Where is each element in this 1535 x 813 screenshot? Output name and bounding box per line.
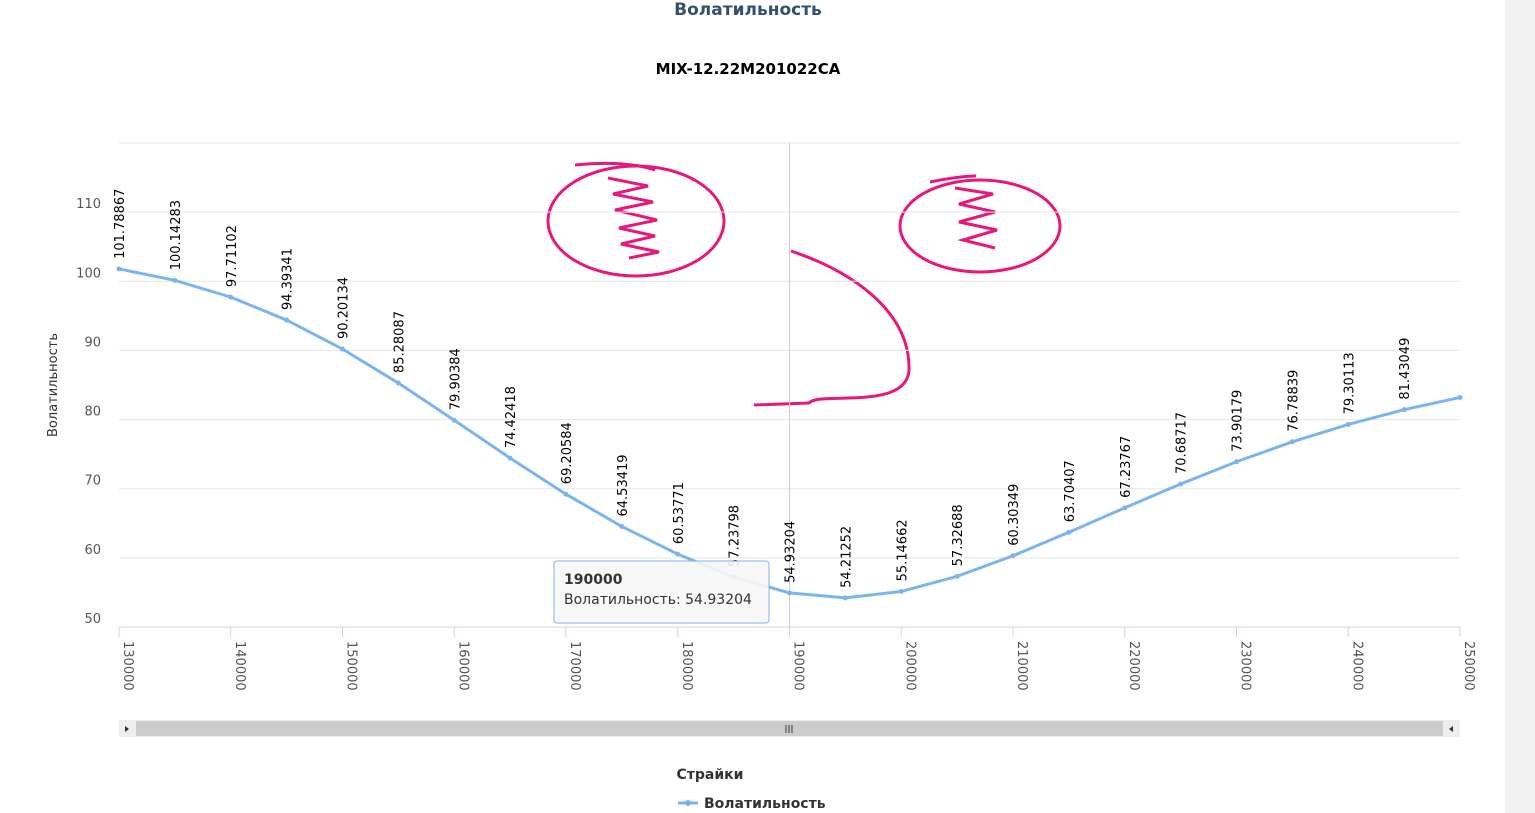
x-tick-label: 190000 bbox=[791, 641, 806, 691]
data-label: 100.14283 bbox=[169, 200, 184, 270]
data-label: 97.71102 bbox=[225, 225, 240, 287]
data-label: 90.20134 bbox=[337, 277, 352, 339]
point bbox=[954, 573, 960, 579]
data-label: 54.21252 bbox=[839, 526, 854, 588]
data-label: 67.23767 bbox=[1119, 436, 1134, 498]
x-tick-label: 160000 bbox=[455, 641, 470, 691]
data-label: 101.78867 bbox=[113, 189, 128, 259]
data-label: 60.53771 bbox=[672, 482, 687, 544]
y-tick-label: 70 bbox=[84, 474, 101, 489]
point bbox=[172, 277, 178, 283]
point bbox=[228, 294, 234, 300]
point bbox=[619, 524, 625, 530]
y-tick-label: 110 bbox=[76, 197, 101, 212]
data-label: 81.43049 bbox=[1398, 338, 1413, 400]
scrollbar[interactable] bbox=[119, 720, 1460, 737]
x-tick-label: 130000 bbox=[120, 641, 135, 691]
chart-subtitle: MIX-12.22M201022CA bbox=[656, 60, 841, 78]
data-label: 69.20584 bbox=[560, 422, 575, 484]
x-tick-label: 150000 bbox=[344, 641, 359, 691]
scribbles bbox=[546, 161, 1062, 407]
data-label: 76.78839 bbox=[1286, 370, 1301, 432]
point bbox=[507, 455, 513, 461]
legend[interactable]: Волатильность bbox=[678, 796, 826, 812]
data-label: 63.70407 bbox=[1063, 460, 1078, 522]
y-tick-label: 50 bbox=[84, 612, 101, 627]
x-tick-label: 140000 bbox=[232, 641, 247, 691]
y-tick-label: 60 bbox=[84, 543, 101, 558]
point bbox=[116, 266, 122, 272]
legend-label: Волатильность bbox=[704, 796, 826, 812]
y-tick-label: 80 bbox=[84, 405, 101, 420]
x-tick-label: 250000 bbox=[1461, 641, 1476, 691]
data-label: 94.39341 bbox=[281, 248, 296, 310]
point bbox=[1401, 407, 1407, 413]
data-label: 57.23798 bbox=[728, 505, 743, 567]
point bbox=[842, 595, 848, 601]
data-label: 70.68717 bbox=[1175, 412, 1190, 474]
tooltip-text: Волатильность: 54.93204 bbox=[564, 592, 752, 608]
scroll-grip bbox=[785, 725, 793, 733]
x-tick-label: 230000 bbox=[1238, 641, 1253, 691]
point bbox=[675, 551, 681, 557]
point bbox=[1066, 529, 1072, 535]
data-label: 79.90384 bbox=[448, 348, 463, 410]
data-label: 79.30113 bbox=[1342, 352, 1357, 414]
point bbox=[1345, 421, 1351, 427]
y-tick-label: 100 bbox=[76, 266, 101, 281]
data-label: 85.28087 bbox=[392, 311, 407, 373]
data-label: 55.14662 bbox=[895, 519, 910, 581]
x-axis-title: Страйки bbox=[677, 767, 744, 783]
point bbox=[451, 417, 457, 423]
y-tick-label: 90 bbox=[84, 335, 101, 350]
point bbox=[395, 380, 401, 386]
tooltip-box bbox=[553, 560, 770, 624]
tooltip-title: 190000 bbox=[564, 572, 623, 588]
data-label: 54.93204 bbox=[784, 521, 799, 583]
x-tick-label: 210000 bbox=[1014, 641, 1029, 691]
x-tick-label: 240000 bbox=[1349, 641, 1364, 691]
point bbox=[1457, 394, 1463, 400]
y-axis-title: Волатильность bbox=[46, 333, 61, 437]
legend-dot bbox=[685, 800, 691, 806]
x-tick-label: 220000 bbox=[1126, 641, 1141, 691]
point bbox=[787, 590, 792, 596]
tooltip: 190000 Волатильность: 54.93204 bbox=[553, 560, 770, 624]
x-tick-label: 170000 bbox=[567, 641, 582, 691]
data-label: 60.30349 bbox=[1007, 484, 1022, 546]
point bbox=[1122, 505, 1128, 511]
x-tick-label: 180000 bbox=[679, 641, 694, 691]
point bbox=[1289, 439, 1295, 445]
point bbox=[284, 317, 290, 323]
point bbox=[1234, 459, 1239, 465]
point bbox=[1010, 553, 1016, 559]
data-label: 64.53419 bbox=[616, 454, 631, 516]
point bbox=[1178, 481, 1184, 487]
chart-title: Волатильность bbox=[674, 0, 822, 20]
point bbox=[340, 346, 345, 352]
x-tick-label: 200000 bbox=[902, 641, 917, 691]
side-strip bbox=[1505, 0, 1535, 813]
point bbox=[898, 588, 904, 594]
data-label: 74.42418 bbox=[504, 386, 519, 448]
data-label: 73.90179 bbox=[1231, 390, 1246, 452]
data-label: 57.32688 bbox=[951, 504, 966, 566]
point bbox=[563, 491, 569, 497]
